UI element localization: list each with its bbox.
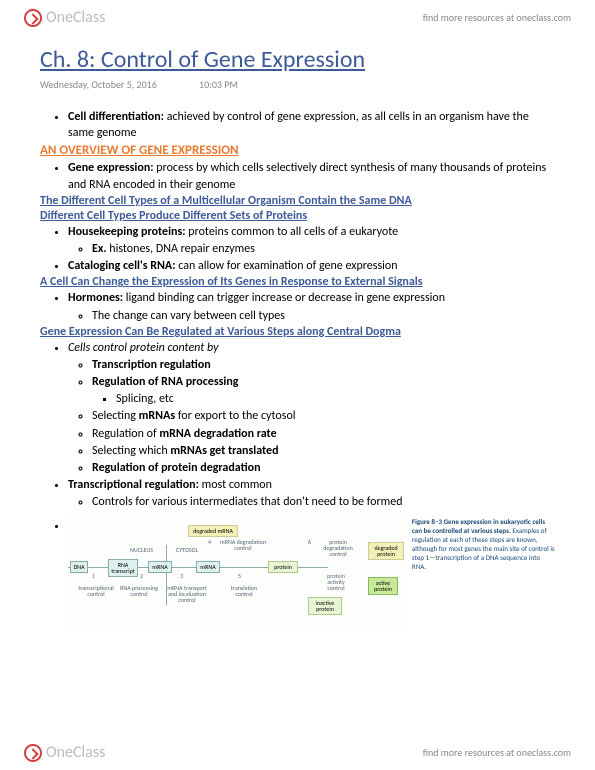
ex-text: histones, DNA repair enzymes [107,242,255,256]
list-item: Selecting which mRNAs get translated [92,443,555,459]
reg-item: Transcription regulation [92,358,211,372]
reg-text: Selecting [92,409,139,423]
term-text: can allow for examination of gene expres… [176,259,398,273]
logo: OneClass [24,8,105,27]
subhead-same-dna: The Different Cell Types of a Multicellu… [40,194,555,208]
notes-list: Cells control protein content by Transcr… [40,340,555,511]
reg-text: Selecting which [92,444,170,458]
diagram-num-4: 4 [208,539,211,545]
diagram-ctrl-4: mRNA degradation control [218,539,268,551]
diagram-rna-box: RNA transcript [108,559,138,577]
diagram-ctrl-1: transcriptional control [76,585,116,597]
header-bar: OneClass find more resources at oneclass… [0,0,595,35]
list-item: Ex. histones, DNA repair enzymes [92,241,555,257]
diagram-ctrl-7: protein activity control [318,573,354,591]
find-more-link-top[interactable]: find more resources at oneclass.com [423,11,571,24]
diagram-ctrl-2: RNA processing control [120,585,158,597]
diagram-protein-box: protein [268,561,298,573]
find-more-link-bottom[interactable]: find more resources at oneclass.com [423,746,571,759]
reg-item: Regulation of RNA processing [92,375,238,389]
term: Gene expression: [68,161,154,175]
logo-text: OneClass [46,8,105,27]
subhead-diff-proteins: Different Cell Types Produce Different S… [40,209,555,223]
figure-row: NUCLEUS CYTOSOL DNA RNA transcript mRNA … [40,517,555,627]
term: Cell differentiation: [68,110,164,124]
diagram-ctrl-3: mRNA transport and localization control [164,585,210,603]
list-item: Selecting mRNAs for export to the cytoso… [92,408,555,424]
term-text: ligand binding can trigger increase or d… [123,291,445,305]
oneclass-logo-icon [24,744,42,762]
list-item: Transcriptional regulation: most common … [68,477,555,510]
term-text: most common [199,478,272,492]
term: Transcriptional regulation: [68,478,199,492]
reg-bold: mRNA degradation rate [159,427,276,441]
subhead-external-signals: A Cell Can Change the Expression of Its … [40,275,555,289]
diagram-label-nucleus: NUCLEUS [130,547,153,553]
list-item: Hormones: ligand binding can trigger inc… [68,290,555,323]
section-overview: AN OVERVIEW OF GENE EXPRESSION [40,143,555,158]
diagram-num-5: 5 [238,573,241,579]
diagram-dna-box: DNA [70,561,88,573]
notes-list: Cell differentiation: achieved by contro… [40,109,555,141]
term: Cataloging cell's RNA: [68,259,176,273]
logo-text: OneClass [46,743,105,762]
diagram-num-3: 3 [180,573,183,579]
list-item: Cell differentiation: achieved by contro… [68,109,555,141]
list-item: Regulation of protein degradation [92,460,555,476]
doc-date: Wednesday, October 5, 2016 [40,78,157,91]
diagram-num-6: 6 [308,539,311,545]
oneclass-logo-icon [24,9,42,27]
diagram-ctrl-5: translation control [224,585,264,597]
term-text: proteins common to all cells of a eukary… [186,225,399,239]
doc-time: 10:03 PM [199,78,238,91]
list-item: The change can vary between cell types [92,308,555,324]
diagram-label-cytosol: CYTOSOL [176,547,198,553]
diagram-mrna2-box: mRNA [196,561,220,573]
notes-list: Gene expression: process by which cells … [40,160,555,192]
diagram-mrna1-box: mRNA [148,561,172,573]
term: Housekeeping proteins: [68,225,186,239]
list-item: Cataloging cell's RNA: can allow for exa… [68,258,555,274]
list-item: Regulation of RNA processing Splicing, e… [92,374,555,407]
reg-bold: mRNAs [139,409,175,423]
reg-item: Regulation of protein degradation [92,461,261,475]
page-title: Ch. 8: Control of Gene Expression [40,45,555,74]
figure-caption: Figure 8–3 Gene expression in eukaryotic… [406,517,555,627]
list-item: Cells control protein content by [68,340,555,356]
doc-meta: Wednesday, October 5, 2016 10:03 PM [40,78,555,91]
diagram-ctrl-6: protein degradation control [316,539,360,557]
list-item: Transcription regulation [92,357,555,373]
list-item: Splicing, etc [116,391,555,407]
diagram-num-2: 2 [140,573,143,579]
diagram-degprot-box: degraded protein [368,542,404,560]
diagram-degmrna-box: degraded mRNA [188,525,238,537]
list-item: Housekeeping proteins: proteins common t… [68,224,555,257]
subhead-central-dogma: Gene Expression Can Be Regulated at Vari… [40,325,555,339]
notes-list: Housekeeping proteins: proteins common t… [40,224,555,275]
list-item: Regulation of mRNA degradation rate [92,426,555,442]
list-item: Controls for various intermediates that … [92,494,555,510]
term: Hormones: [68,291,123,305]
list-item: Gene expression: process by which cells … [68,160,555,192]
figure-8-3-diagram: NUCLEUS CYTOSOL DNA RNA transcript mRNA … [68,517,406,627]
diagram-active-box: active protein [368,577,398,595]
diagram-inactive-box: inactive protein [308,597,342,615]
notes-list: Hormones: ligand binding can trigger inc… [40,290,555,323]
document-content: Ch. 8: Control of Gene Expression Wednes… [0,35,595,627]
diagram-num-1: 1 [92,573,95,579]
footer-bar: OneClass find more resources at oneclass… [0,735,595,770]
ex-label: Ex. [92,242,107,256]
reg-bold: mRNAs get translated [170,444,278,458]
reg-text: Regulation of [92,427,159,441]
logo-footer: OneClass [24,743,105,762]
reg-text: for export to the cytosol [175,409,295,423]
